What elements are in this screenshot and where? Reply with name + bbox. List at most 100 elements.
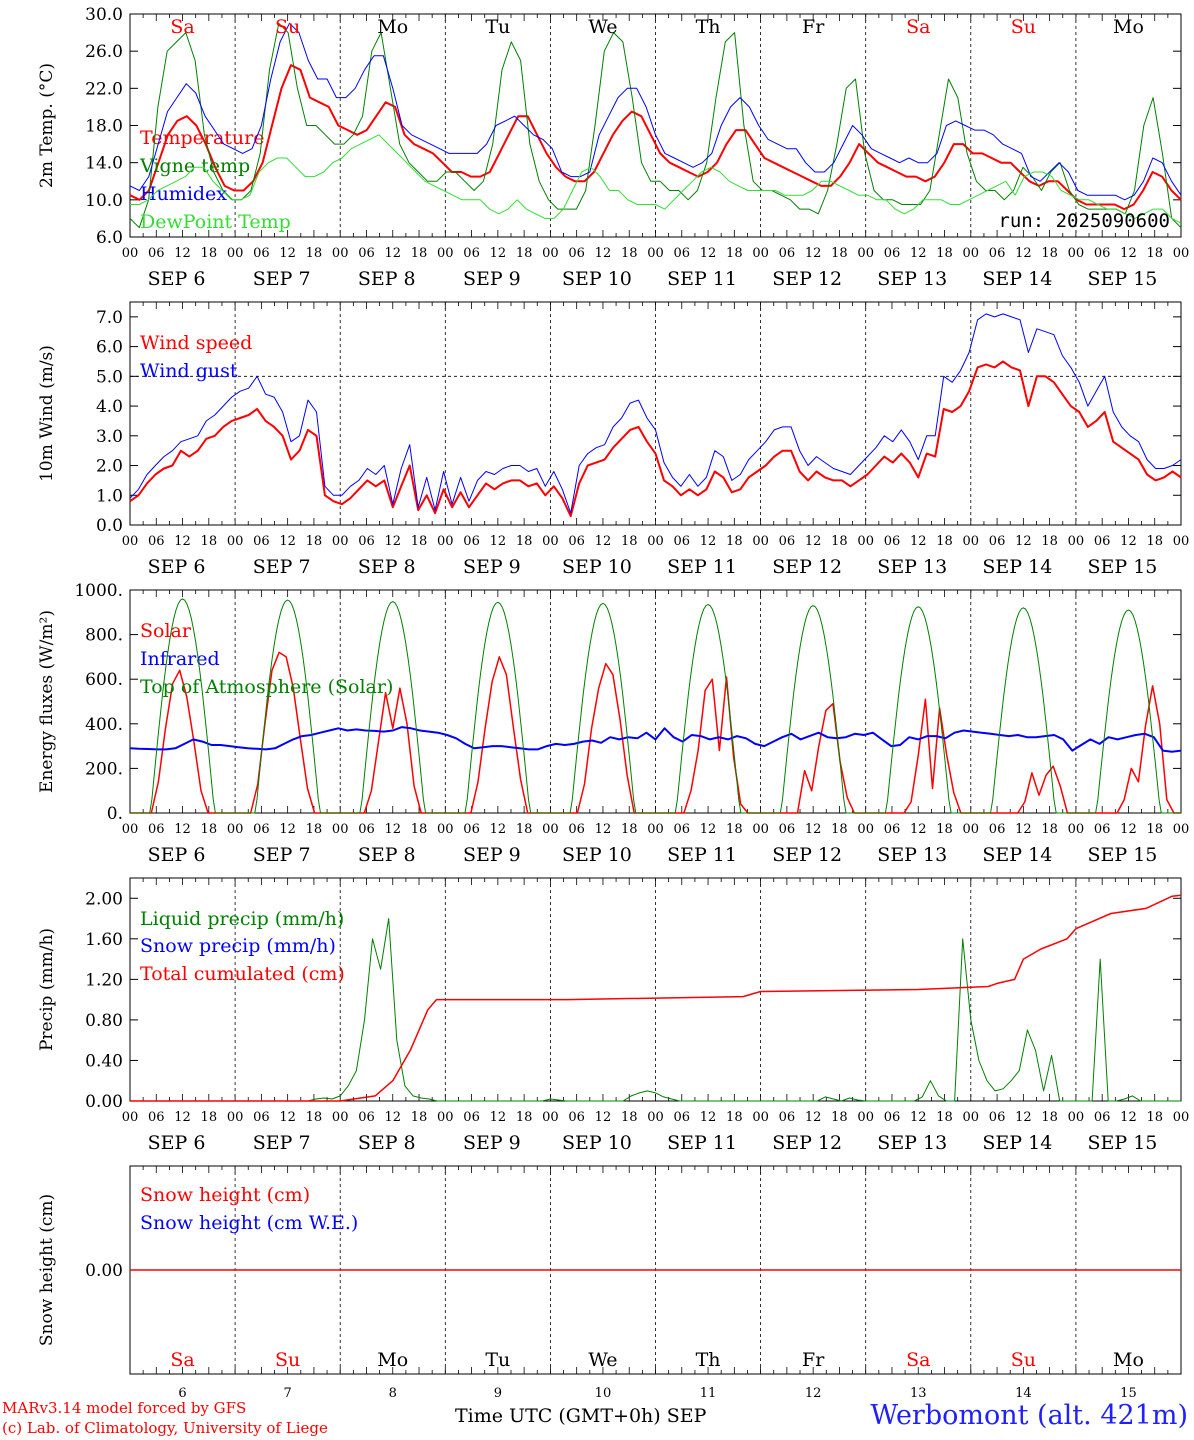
hour-label: 18 [1146, 1110, 1163, 1125]
date-label: SEP 6 [148, 268, 206, 290]
legend-entry: Humidex [140, 183, 227, 205]
hour-label: 18 [726, 822, 743, 837]
date-label: SEP 15 [1088, 1132, 1158, 1154]
y-tick-label: 1.60 [85, 930, 123, 950]
hour-label: 18 [621, 246, 638, 261]
hour-label: 12 [279, 246, 296, 261]
hour-label: 18 [1041, 246, 1058, 261]
hour-label: 12 [384, 246, 401, 261]
hour-label: 12 [910, 246, 927, 261]
hour-label: 06 [779, 1110, 796, 1125]
x-axis-title-text: Time UTC (GMT+0h) [455, 1405, 661, 1427]
series-line-temperature [129, 64, 1182, 211]
date-label: SEP 15 [1088, 844, 1158, 866]
hour-label: 00 [752, 822, 769, 837]
y-tick-label: 2.00 [85, 889, 123, 909]
hour-label: 00 [437, 1110, 454, 1125]
date-label: SEP 11 [667, 844, 737, 866]
hour-label: 00 [122, 822, 139, 837]
y-tick-label: 10.0 [85, 191, 123, 211]
y-tick-label: 400. [85, 715, 123, 735]
y-tick-label: 0.40 [85, 1051, 123, 1071]
series-line-top-of-atmosphere-solar [130, 598, 1181, 814]
hour-label: 18 [306, 246, 323, 261]
hour-label: 18 [621, 534, 638, 549]
date-label: SEP 14 [982, 1132, 1052, 1154]
date-label: SEP 15 [1088, 556, 1158, 578]
hour-label: 12 [1120, 1110, 1137, 1125]
hour-label: 18 [411, 1110, 428, 1125]
hour-label: 06 [253, 1110, 270, 1125]
y-tick-label: 2.0 [96, 457, 123, 477]
hour-label: 12 [1120, 822, 1137, 837]
date-label: SEP 13 [877, 1132, 947, 1154]
series-line-vigne-temp [129, 22, 1182, 229]
hour-label: 00 [542, 534, 559, 549]
hour-label: 06 [884, 822, 901, 837]
hour-label: 06 [674, 534, 691, 549]
hour-label: 18 [936, 1110, 953, 1125]
panel-3: 0. 200. 400. 600. 800. 1000. Energy fluxes (W/… [37, 581, 1189, 866]
hour-label: 12 [805, 246, 822, 261]
hour-label: 00 [1068, 822, 1085, 837]
hour-label: 00 [963, 534, 980, 549]
hour-label: 18 [516, 1110, 533, 1125]
date-label: SEP 9 [463, 268, 521, 290]
series-line-humidex [129, 22, 1182, 201]
hour-label: 12 [910, 534, 927, 549]
hour-label: 06 [674, 822, 691, 837]
hour-label: 12 [1120, 246, 1137, 261]
hour-label: 06 [884, 246, 901, 261]
date-label: SEP 8 [358, 556, 416, 578]
date-label: SEP 7 [253, 268, 311, 290]
y-axis-label: Precip (mm/h) [37, 928, 57, 1051]
hour-label: 12 [910, 1110, 927, 1125]
day-number: 10 [595, 1386, 612, 1401]
y-tick-label: 0.00 [85, 1092, 123, 1112]
hour-label: 12 [805, 534, 822, 549]
hour-label: 12 [490, 534, 507, 549]
y-tick-label: 1000. [74, 581, 123, 601]
hour-label: 00 [437, 534, 454, 549]
date-label: SEP 9 [463, 844, 521, 866]
day-name: Su [275, 16, 300, 38]
hour-label: 00 [1173, 534, 1190, 549]
hour-label: 18 [831, 246, 848, 261]
hour-label: 06 [148, 1110, 165, 1125]
hour-label: 06 [358, 534, 375, 549]
hour-label: 06 [463, 246, 480, 261]
hour-label: 06 [253, 246, 270, 261]
hour-label: 00 [1173, 822, 1190, 837]
hour-label: 00 [227, 822, 244, 837]
y-tick-label: 26.0 [85, 42, 123, 62]
hour-label: 00 [857, 246, 874, 261]
y-tick-label: 4.0 [96, 397, 123, 417]
hour-label: 18 [1146, 534, 1163, 549]
hour-label: 00 [752, 246, 769, 261]
date-label: SEP 9 [463, 1132, 521, 1154]
legend-entry: Total cumulated (cm) [140, 963, 345, 985]
hour-label: 06 [779, 534, 796, 549]
hour-label: 00 [1068, 246, 1085, 261]
hour-label: 00 [332, 822, 349, 837]
series-line-wind-speed [129, 360, 1182, 518]
date-label: SEP 6 [148, 1132, 206, 1154]
hour-label: 18 [1146, 246, 1163, 261]
hour-label: 00 [857, 1110, 874, 1125]
hour-label: 12 [279, 822, 296, 837]
y-tick-label: 1.20 [85, 970, 123, 990]
y-tick-label: 5.0 [96, 367, 123, 387]
day-number: 14 [1015, 1386, 1032, 1401]
date-label: SEP 7 [253, 1132, 311, 1154]
day-number: 12 [805, 1386, 822, 1401]
day-name: Su [1011, 1349, 1036, 1371]
date-label: SEP 11 [667, 1132, 737, 1154]
hour-label: 18 [936, 534, 953, 549]
date-label: SEP 11 [667, 268, 737, 290]
hour-label: 12 [1015, 246, 1032, 261]
hour-label: 18 [411, 822, 428, 837]
hour-label: 18 [831, 534, 848, 549]
day-name: Fr [802, 1349, 825, 1371]
hour-label: 00 [647, 246, 664, 261]
hour-label: 00 [542, 246, 559, 261]
